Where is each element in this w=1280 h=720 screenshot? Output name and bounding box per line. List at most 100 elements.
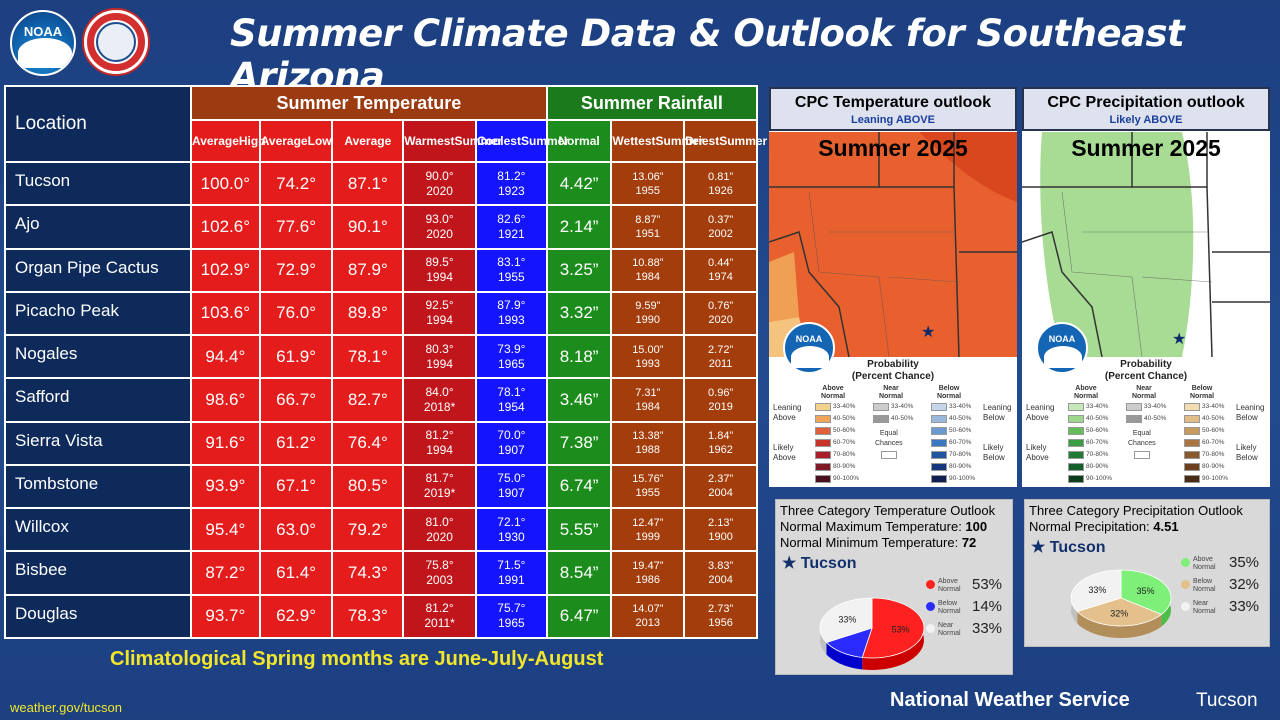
location-name: Willcox bbox=[4, 507, 192, 553]
normal-rain-value: 5.55” bbox=[545, 507, 613, 553]
pie-slice-label: 32% bbox=[1110, 608, 1128, 618]
temperature-pie-chart: 53% 33% bbox=[819, 597, 925, 670]
pie-legend-percent: 35% bbox=[1229, 554, 1260, 571]
legend-swatch-below bbox=[1184, 475, 1200, 483]
legend-range-label: 33-40% bbox=[1144, 403, 1167, 410]
wettest-summer-cell: 14.07” 2013 bbox=[610, 593, 686, 640]
normal-min-value: 72 bbox=[961, 535, 977, 550]
normal-max-label: Normal Maximum Temperature: bbox=[780, 519, 966, 534]
pie-legend-label: Above Normal bbox=[1193, 556, 1216, 571]
legend-range-label: 80-90% bbox=[1086, 463, 1109, 470]
avg-low-value: 63.0° bbox=[258, 507, 334, 553]
legend-swatch-above bbox=[815, 403, 831, 411]
legend-swatch-above bbox=[1068, 439, 1084, 447]
legend-range-label: 40-50% bbox=[891, 415, 914, 422]
temp-card-title: Three Category Temperature Outlook bbox=[780, 503, 996, 518]
average-value: 78.1° bbox=[331, 334, 405, 380]
pie-legend-percent: 14% bbox=[972, 598, 1003, 615]
pie-legend-dot bbox=[1181, 558, 1190, 567]
legend-swatch-below bbox=[1184, 439, 1200, 447]
legend-swatch-above bbox=[815, 475, 831, 483]
precipitation-season-label: Summer 2025 bbox=[1071, 135, 1221, 161]
legend-swatch-below bbox=[931, 475, 947, 483]
location-name: Douglas bbox=[4, 593, 192, 640]
location-name: Sierra Vista bbox=[4, 420, 192, 466]
warmest-summer-cell: 92.5° 1994 bbox=[402, 290, 477, 337]
pie-legend-label: Near Normal bbox=[938, 622, 961, 637]
pie-legend-percent: 53% bbox=[972, 576, 1003, 593]
average-value: 87.1° bbox=[331, 160, 405, 207]
legend-column-header: Above Normal bbox=[820, 385, 846, 400]
location-header: Location bbox=[4, 85, 192, 163]
table-body: Tucson 100.0° 74.2° 87.1° 90.0° 2020 81.2° 1923… bbox=[4, 160, 758, 640]
avg-high-value: 100.0° bbox=[189, 160, 261, 207]
driest-summer-cell: 0.44” 1974 bbox=[683, 247, 758, 293]
temperature-three-category-card: Three Category Temperature Outlook Norma… bbox=[775, 499, 1013, 675]
legend-range-label: 50-60% bbox=[1202, 427, 1225, 434]
coolest-header: CoolestSummer bbox=[474, 119, 569, 163]
pie-legend-label: Below Normal bbox=[1193, 578, 1216, 593]
precipitation-pie-chart: 35% 32% 33% bbox=[1070, 569, 1172, 638]
warmest-summer-cell: 90.0° 2020 bbox=[402, 160, 477, 207]
pie-legend-percent: 33% bbox=[972, 620, 1003, 637]
normal-rain-value: 7.38” bbox=[545, 420, 613, 466]
location-name: Organ Pipe Cactus bbox=[4, 247, 192, 293]
noaa-mini-logo: NOAA bbox=[783, 322, 835, 374]
avg-low-value: 74.2° bbox=[258, 160, 334, 207]
pie-slice-label: 35% bbox=[1136, 586, 1154, 596]
coolest-summer-cell: 82.6° 1921 bbox=[474, 204, 548, 250]
temperature-season-label: Summer 2025 bbox=[818, 135, 968, 161]
legend-swatch-above bbox=[815, 427, 831, 435]
wettest-summer-cell: 10.88” 1984 bbox=[610, 247, 686, 293]
legend-column-header: Below Normal bbox=[936, 385, 962, 400]
legend-swatch-below bbox=[931, 403, 947, 411]
precipitation-outlook-subtitle: Likely ABOVE bbox=[1109, 114, 1183, 126]
website-link[interactable]: weather.gov/tucson bbox=[10, 700, 123, 715]
driest-summer-cell: 1.84” 1962 bbox=[683, 420, 758, 466]
table-row: Ajo 102.6° 77.6° 90.1° 93.0° 2020 82.6° 1921 2.1… bbox=[4, 204, 758, 250]
wettest-header: WettestSummer bbox=[610, 119, 704, 163]
normal-max-value: 100 bbox=[965, 519, 988, 534]
driest-summer-cell: 2.13” 1900 bbox=[683, 507, 758, 553]
driest-summer-cell: 3.83” 2004 bbox=[683, 550, 758, 596]
coolest-summer-cell: 70.0° 1907 bbox=[474, 420, 548, 466]
normal-precip-label: Normal Precipitation: bbox=[1029, 519, 1154, 534]
wettest-summer-cell: 13.06” 1955 bbox=[610, 160, 686, 207]
driest-summer-cell: 0.81” 1926 bbox=[683, 160, 758, 207]
avg-low-value: 62.9° bbox=[258, 593, 334, 640]
legend-column-header: Near Normal bbox=[878, 385, 904, 400]
legend-swatch-near bbox=[1126, 403, 1142, 411]
wettest-summer-cell: 15.00” 1993 bbox=[610, 334, 686, 380]
footer-org: National Weather Service bbox=[890, 689, 1130, 711]
legend-range-label: 70-80% bbox=[1202, 451, 1225, 458]
table-row: Organ Pipe Cactus 102.9° 72.9° 87.9° 89.5° 19… bbox=[4, 247, 758, 293]
avg-high-value: 95.4° bbox=[189, 507, 261, 553]
warmest-summer-cell: 89.5° 1994 bbox=[402, 247, 477, 293]
normal-rain-value: 6.47” bbox=[545, 593, 613, 640]
driest-summer-cell: 0.96” 2019 bbox=[683, 377, 758, 423]
legend-swatch-above bbox=[1068, 415, 1084, 423]
legend-equal-chances: Equal Chances bbox=[1128, 429, 1156, 459]
driest-summer-cell: 2.37” 2004 bbox=[683, 463, 758, 510]
summer-rainfall-header: Summer Rainfall bbox=[545, 85, 759, 121]
pie-slice bbox=[1070, 569, 1122, 612]
legend-swatch-below bbox=[931, 427, 947, 435]
avg-high-header: AverageHigh bbox=[189, 119, 266, 163]
tucson-star-icon: ★ bbox=[1172, 331, 1187, 348]
coolest-summer-cell: 87.9° 1993 bbox=[474, 290, 548, 337]
coolest-summer-cell: 72.1° 1930 bbox=[474, 507, 548, 553]
pie-legend-dot bbox=[1181, 580, 1190, 589]
average-value: 80.5° bbox=[331, 463, 405, 510]
legend-range-label: 40-50% bbox=[1086, 415, 1109, 422]
driest-summer-cell: 0.76” 2020 bbox=[683, 290, 758, 337]
precipitation-outlook-map bbox=[1022, 132, 1270, 357]
tucson-star-icon: ★ bbox=[921, 324, 936, 341]
warmest-summer-cell: 81.7° 2019* bbox=[402, 463, 477, 510]
legend-swatch-above bbox=[815, 451, 831, 459]
normal-rain-value: 3.32” bbox=[545, 290, 613, 337]
pie-slice-side bbox=[1077, 611, 1162, 638]
average-value: 90.1° bbox=[331, 204, 405, 250]
avg-low-value: 61.4° bbox=[258, 550, 334, 596]
legend-range-label: 80-90% bbox=[949, 463, 972, 470]
precipitation-legend-title: Probability (Percent Chance) bbox=[1104, 359, 1188, 382]
